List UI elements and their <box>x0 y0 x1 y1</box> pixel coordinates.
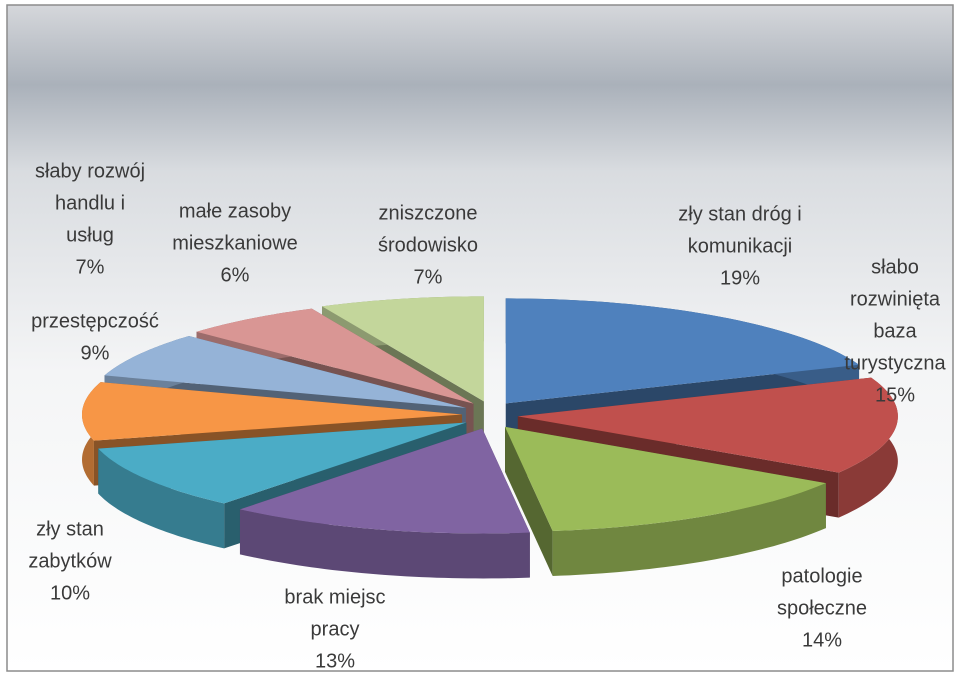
category-label: przestępczość <box>31 310 159 332</box>
value-label: 14% <box>802 629 842 651</box>
category-label: turystyczna <box>844 352 946 374</box>
pie <box>82 296 898 579</box>
value-label: 6% <box>221 264 250 286</box>
labels: zły stan dróg i komunikacji 19% słabo rozwin… <box>28 160 946 672</box>
slice-top <box>505 426 826 531</box>
category-label: zniszczone <box>379 202 478 224</box>
slice-wall <box>552 483 826 576</box>
category-label: patologie <box>781 565 862 587</box>
slice-top <box>196 308 474 404</box>
slice-top <box>322 296 484 402</box>
category-label: zabytków <box>28 550 112 572</box>
slice-wall <box>98 448 225 549</box>
value-label: 9% <box>81 342 110 364</box>
value-label: 7% <box>76 256 105 278</box>
category-label: mieszkaniowe <box>172 232 298 254</box>
slice-top <box>517 377 898 473</box>
slice-wall <box>239 509 530 579</box>
slice-top <box>98 422 467 504</box>
slice-side <box>505 426 553 576</box>
category-label: baza <box>873 320 917 342</box>
category-label: słaby rozwój <box>35 160 145 182</box>
value-label: 10% <box>50 582 90 604</box>
value-label: 19% <box>720 267 760 289</box>
slice-top <box>505 298 860 404</box>
category-label: usług <box>66 224 114 246</box>
slice <box>239 428 530 579</box>
slice-top <box>104 335 466 408</box>
category-label: pracy <box>311 618 360 640</box>
category-label: małe zasoby <box>179 200 291 222</box>
category-label: społeczne <box>777 597 867 619</box>
value-label: 7% <box>414 266 443 288</box>
slice-top <box>82 382 463 441</box>
category-label: rozwinięta <box>850 288 941 310</box>
category-label: brak miejsc <box>284 586 385 608</box>
value-label: 13% <box>315 650 355 672</box>
category-label: zły stan <box>36 518 104 540</box>
category-label: środowisko <box>378 234 478 256</box>
slice <box>505 426 826 576</box>
category-label: słabo <box>871 256 919 278</box>
category-label: komunikacji <box>688 235 792 257</box>
category-label: zły stan dróg i <box>678 203 801 225</box>
value-label: 15% <box>875 384 915 406</box>
category-label: handlu i <box>55 192 125 214</box>
slice-top <box>239 428 530 534</box>
